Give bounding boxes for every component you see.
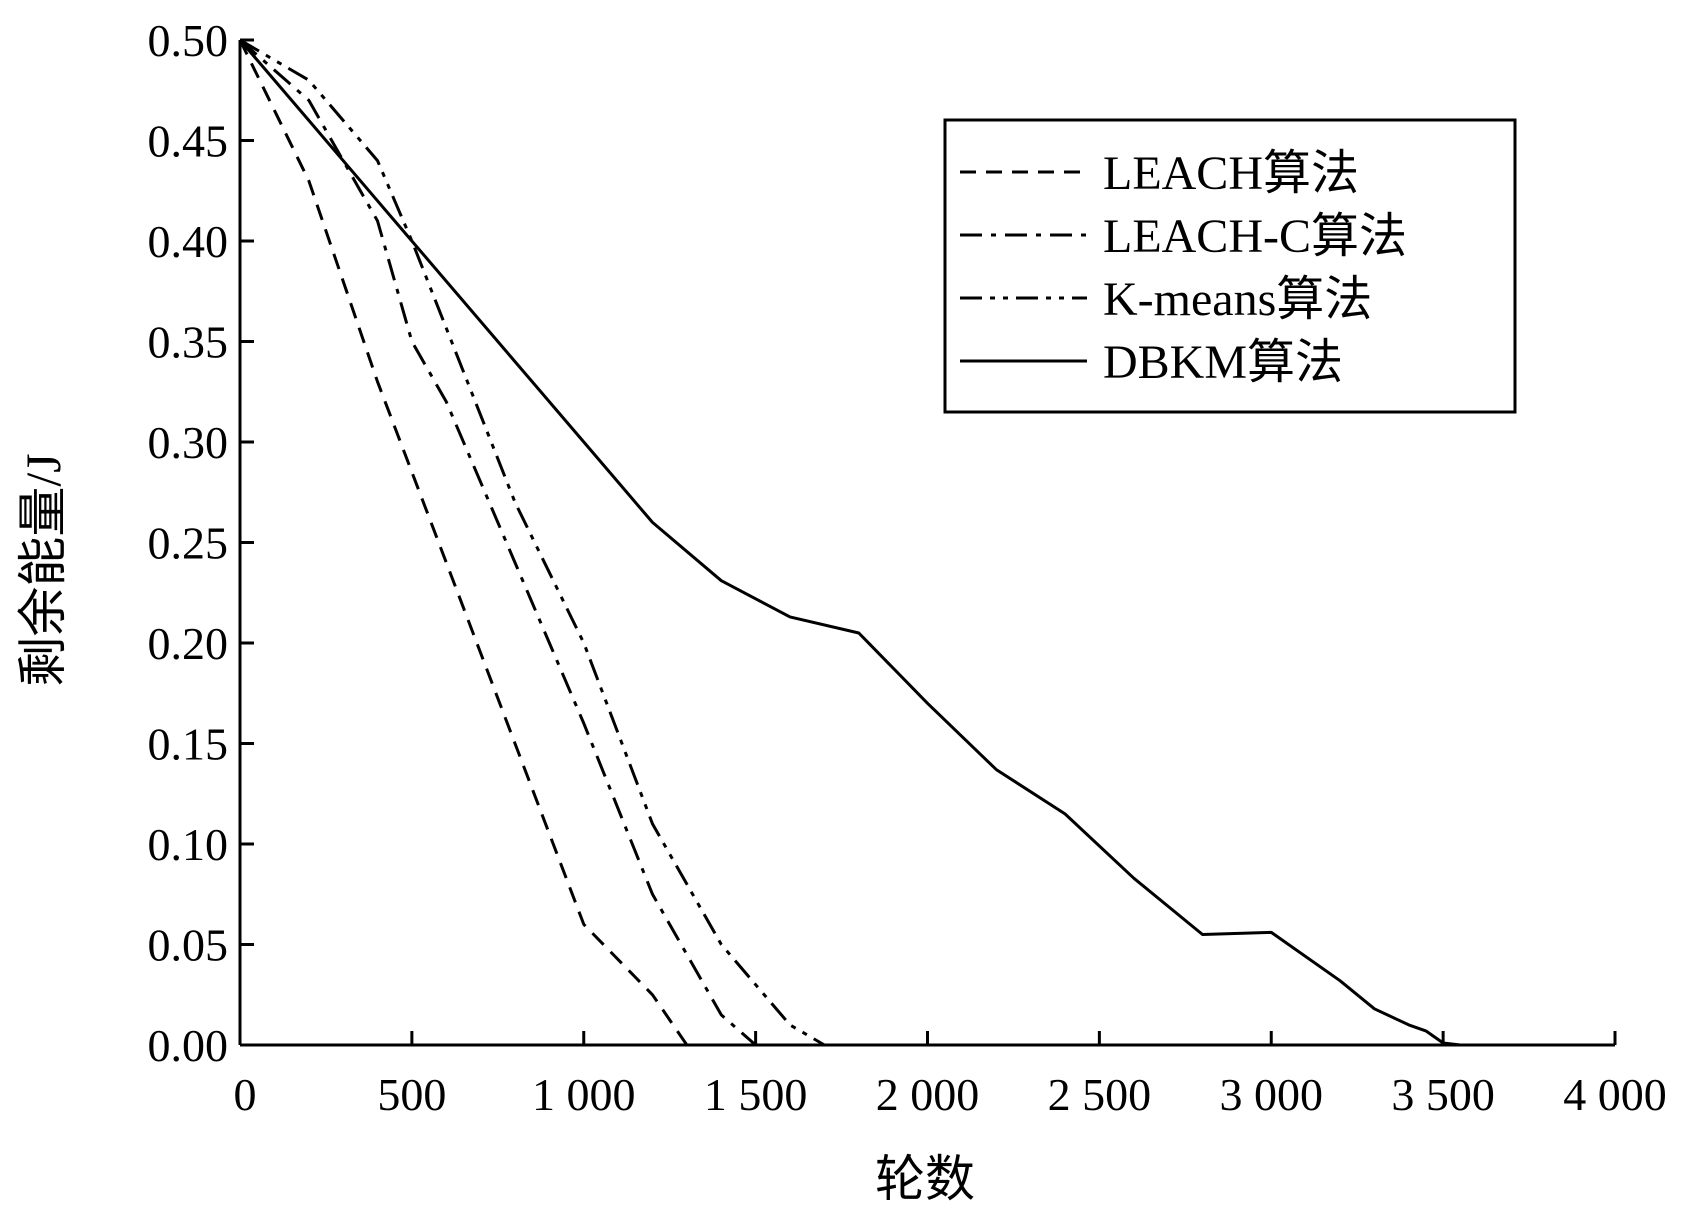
legend-label-3: K-means算法 xyxy=(1103,273,1372,326)
legend-label-2: LEACH-C算法 xyxy=(1103,210,1407,263)
y-tick-label: 0.35 xyxy=(148,317,229,368)
series-line-3 xyxy=(239,38,826,1047)
y-tick-label: 0.40 xyxy=(148,216,229,267)
x-tick-label: 0 xyxy=(234,1069,257,1120)
x-axis-title: 轮数 xyxy=(875,1151,975,1207)
y-tick-label: 0.10 xyxy=(148,819,229,870)
y-tick-label: 0.15 xyxy=(148,719,229,770)
y-tick-label: 0.45 xyxy=(148,116,229,167)
series-line-4 xyxy=(238,39,1461,1047)
y-tick-label: 0.05 xyxy=(148,920,229,971)
y-tick-label: 0.00 xyxy=(148,1020,229,1071)
y-tick-label: 0.25 xyxy=(148,518,229,569)
x-tick-label: 4 000 xyxy=(1563,1069,1667,1120)
series-line-1 xyxy=(238,39,689,1046)
series-lines xyxy=(238,38,1461,1047)
x-tick-label: 2 500 xyxy=(1048,1069,1152,1120)
legend-label-1: LEACH算法 xyxy=(1103,147,1359,200)
x-tick-label: 1 500 xyxy=(704,1069,808,1120)
y-tick-label: 0.20 xyxy=(148,618,229,669)
y-axis-title: 剩余能量/J xyxy=(15,453,71,686)
x-tick-label: 2 000 xyxy=(876,1069,980,1120)
ticks: 0.00 0.05 0.10 0.15 0.20 0.25 0.30 0.35 0.40 0.45… xyxy=(148,15,1667,1120)
legend-label-4: DBKM算法 xyxy=(1103,336,1343,389)
series-line-2 xyxy=(239,38,757,1047)
y-tick-label: 0.50 xyxy=(148,15,229,66)
legend-box xyxy=(943,118,1517,414)
y-tick-label: 0.30 xyxy=(148,417,229,468)
x-tick-label: 3 000 xyxy=(1220,1069,1324,1120)
x-tick-label: 1 000 xyxy=(532,1069,636,1120)
x-tick-label: 3 500 xyxy=(1391,1069,1495,1120)
x-tick-label: 500 xyxy=(377,1069,446,1120)
legend: LEACH算法 LEACH-C算法 K-means算法 DBKM算法 xyxy=(943,118,1517,414)
